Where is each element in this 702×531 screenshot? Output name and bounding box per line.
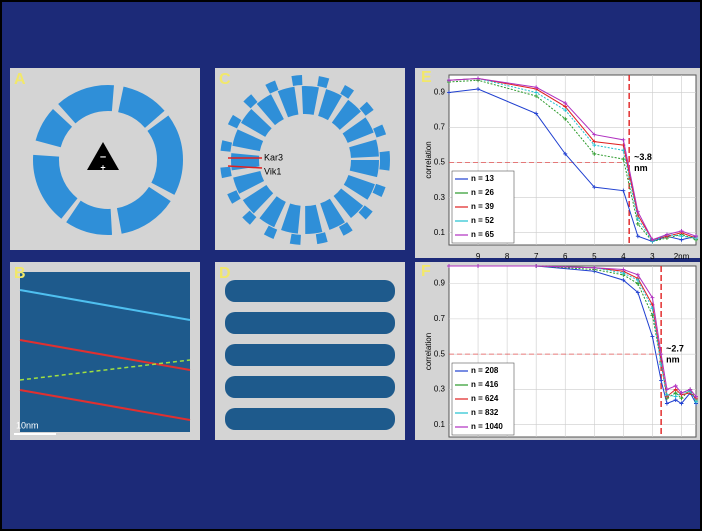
ring-render <box>225 280 395 302</box>
annotation: nm <box>666 355 680 365</box>
chart: 9 8 7 6 5 4 3 2nm 0.1 0.3 0.5 0.7 0.9 correlation ~3.8… <box>415 68 700 261</box>
scale-label: 10nm <box>16 420 39 430</box>
legend-label: n = 39 <box>471 202 494 211</box>
legend-label: n = 624 <box>471 394 499 403</box>
y-tick-label: 0.9 <box>434 88 446 97</box>
panel-b: 10nm B <box>10 262 200 440</box>
x-tick-label: 3 <box>650 252 655 261</box>
y-tick-label: 0.1 <box>434 228 446 237</box>
legend-label: n = 832 <box>471 408 499 417</box>
y-tick-label: 0.3 <box>434 193 446 202</box>
panel-d: D <box>215 262 405 440</box>
page: {"panels": [ {"label": "A", "marks": ["–… <box>0 0 702 531</box>
legend-label: n = 52 <box>471 216 494 225</box>
annotation: ~2.7 <box>666 344 684 354</box>
legend-label: n = 13 <box>471 174 494 183</box>
annotation: Kar3 <box>264 152 283 162</box>
legend-label: n = 65 <box>471 230 494 239</box>
x-tick-label: 6 <box>563 252 568 261</box>
panel-label: C <box>219 71 231 88</box>
chart: 0.1 0.3 0.5 0.7 0.9 correlation ~2.7nm n = 208 n… <box>415 262 700 440</box>
slide: – + A Kar3 Vik1 C 10nm B D 98765432nm0.1… <box>0 0 702 531</box>
panel-c: Kar3 Vik1 C <box>215 68 405 250</box>
plus-sign: + <box>100 162 105 172</box>
panel-label: F <box>421 263 431 280</box>
y-tick-label: 0.9 <box>434 279 446 288</box>
ring-render <box>225 376 395 398</box>
legend-label: n = 208 <box>471 366 499 375</box>
ring-render <box>225 344 395 366</box>
ring-render <box>225 408 395 430</box>
y-tick-label: 0.1 <box>434 420 446 429</box>
legend-label: n = 1040 <box>471 422 503 431</box>
minus-sign: – <box>100 151 106 163</box>
x-tick-label: 7 <box>534 252 539 261</box>
y-axis-label: correlation <box>424 333 433 370</box>
y-axis-label: correlation <box>424 141 433 178</box>
x-tick-label: 9 <box>476 252 481 261</box>
panel-label: E <box>421 69 432 86</box>
panel-label: A <box>14 71 26 88</box>
y-tick-label: 0.7 <box>434 314 446 323</box>
ring-render <box>225 312 395 334</box>
y-tick-label: 0.3 <box>434 385 446 394</box>
panel-label: B <box>14 265 26 282</box>
x-tick-label: 4 <box>621 252 626 261</box>
x-tick-label: 5 <box>592 252 597 261</box>
x-tick-label: 8 <box>505 252 510 261</box>
tube-render <box>20 272 190 432</box>
annotation: nm <box>634 163 648 173</box>
annotation: Vik1 <box>264 166 281 176</box>
annotation: ~3.8 <box>634 152 652 162</box>
y-tick-label: 0.5 <box>434 349 446 358</box>
legend-label: n = 416 <box>471 380 499 389</box>
y-tick-label: 0.5 <box>434 158 446 167</box>
y-tick-label: 0.7 <box>434 123 446 132</box>
panel-a: – + A <box>10 68 200 250</box>
x-tick-label: 2nm <box>674 252 690 261</box>
panel-label: D <box>219 265 231 282</box>
legend-label: n = 26 <box>471 188 494 197</box>
